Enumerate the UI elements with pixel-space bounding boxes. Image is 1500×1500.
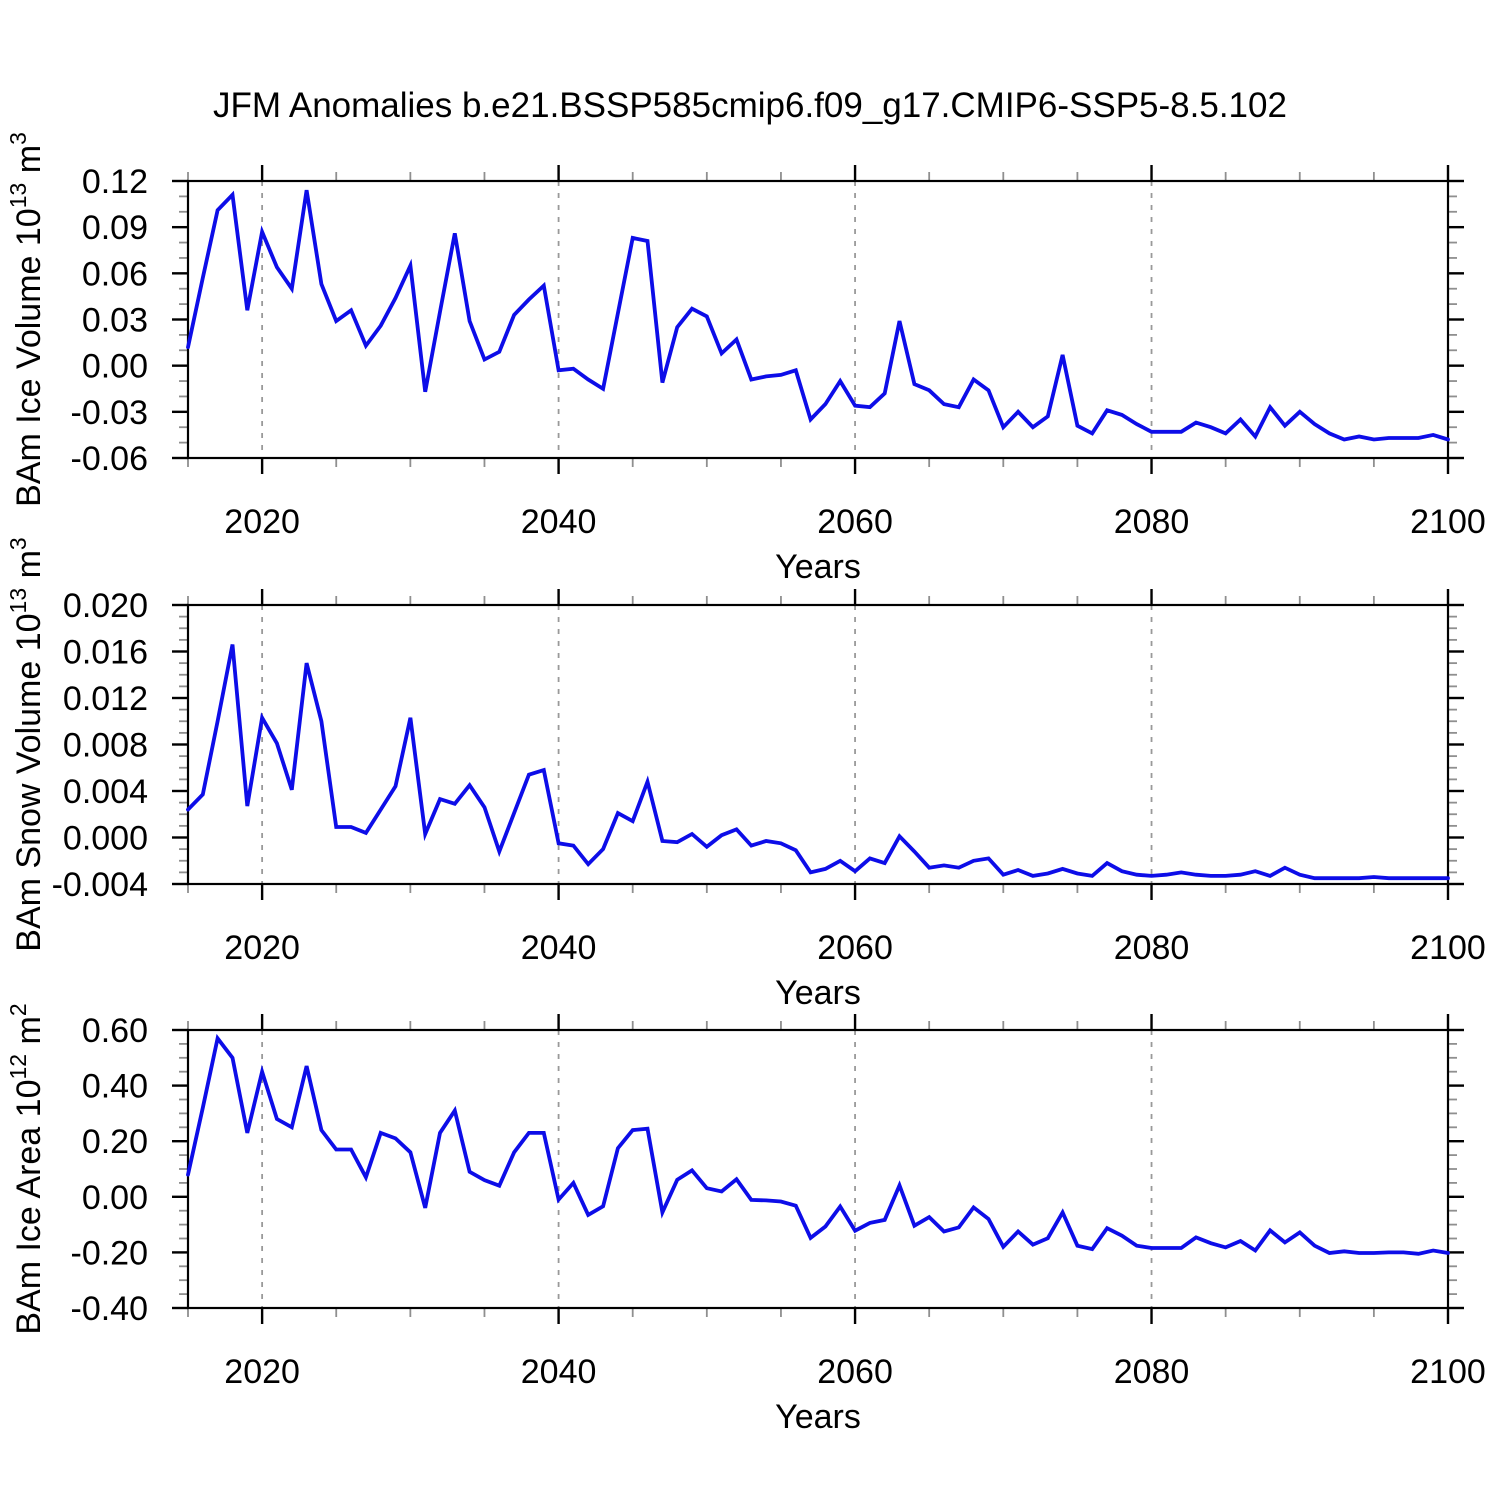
y-tick-label: 0.020 [63, 587, 148, 625]
y-tick-label: -0.004 [52, 866, 148, 904]
x-tick-label: 2020 [224, 503, 300, 541]
x-tick-label: 2100 [1410, 929, 1486, 967]
x-tick-label: 2060 [817, 929, 893, 967]
y-axis-title: BAm Snow Volume 1013 m3 [5, 537, 48, 951]
x-tick-label: 2100 [1410, 1353, 1486, 1391]
x-tick-label: 2060 [817, 503, 893, 541]
x-tick-label: 2080 [1114, 1353, 1190, 1391]
x-tick-label: 2020 [224, 1353, 300, 1391]
y-tick-label: 0.60 [82, 1012, 148, 1050]
x-axis-title: Years [775, 548, 861, 586]
y-tick-label: 0.00 [82, 1179, 148, 1217]
y-tick-label: 0.004 [63, 773, 148, 811]
plot-frame [186, 179, 1450, 460]
y-axis-title: BAm Ice Volume 1013 m3 [5, 132, 48, 507]
figure-title: JFM Anomalies b.e21.BSSP585cmip6.f09_g17… [213, 86, 1287, 125]
y-tick-label: 0.06 [82, 255, 148, 293]
y-tick-label: -0.40 [71, 1290, 149, 1328]
y-tick-label: -0.20 [71, 1234, 149, 1272]
data-line [186, 189, 1450, 442]
data-line [186, 1033, 1450, 1256]
y-tick-label: 0.40 [82, 1068, 148, 1106]
y-tick-label: 0.012 [63, 680, 148, 718]
x-tick-label: 2060 [817, 1353, 893, 1391]
x-tick-label: 2020 [224, 929, 300, 967]
y-tick-label: 0.016 [63, 634, 148, 672]
y-tick-label: -0.03 [71, 394, 149, 432]
plot-frame [186, 603, 1450, 886]
x-tick-label: 2040 [521, 929, 597, 967]
x-axis-title: Years [775, 974, 861, 1012]
y-tick-label: -0.06 [71, 440, 149, 478]
x-tick-label: 2040 [521, 1353, 597, 1391]
y-tick-label: 0.00 [82, 348, 148, 386]
plot-frame [186, 1028, 1450, 1310]
y-axis-title: BAm Ice Area 1012 m2 [5, 1003, 48, 1334]
data-line [186, 644, 1450, 881]
y-tick-label: 0.20 [82, 1123, 148, 1161]
y-tick-label: 0.008 [63, 727, 148, 765]
x-tick-label: 2080 [1114, 503, 1190, 541]
x-axis-title: Years [775, 1398, 861, 1436]
y-tick-label: 0.09 [82, 209, 148, 247]
y-tick-label: 0.000 [63, 820, 148, 858]
x-tick-label: 2040 [521, 503, 597, 541]
y-tick-label: 0.03 [82, 302, 148, 340]
x-tick-label: 2080 [1114, 929, 1190, 967]
y-tick-label: 0.12 [82, 163, 148, 201]
x-tick-label: 2100 [1410, 503, 1486, 541]
